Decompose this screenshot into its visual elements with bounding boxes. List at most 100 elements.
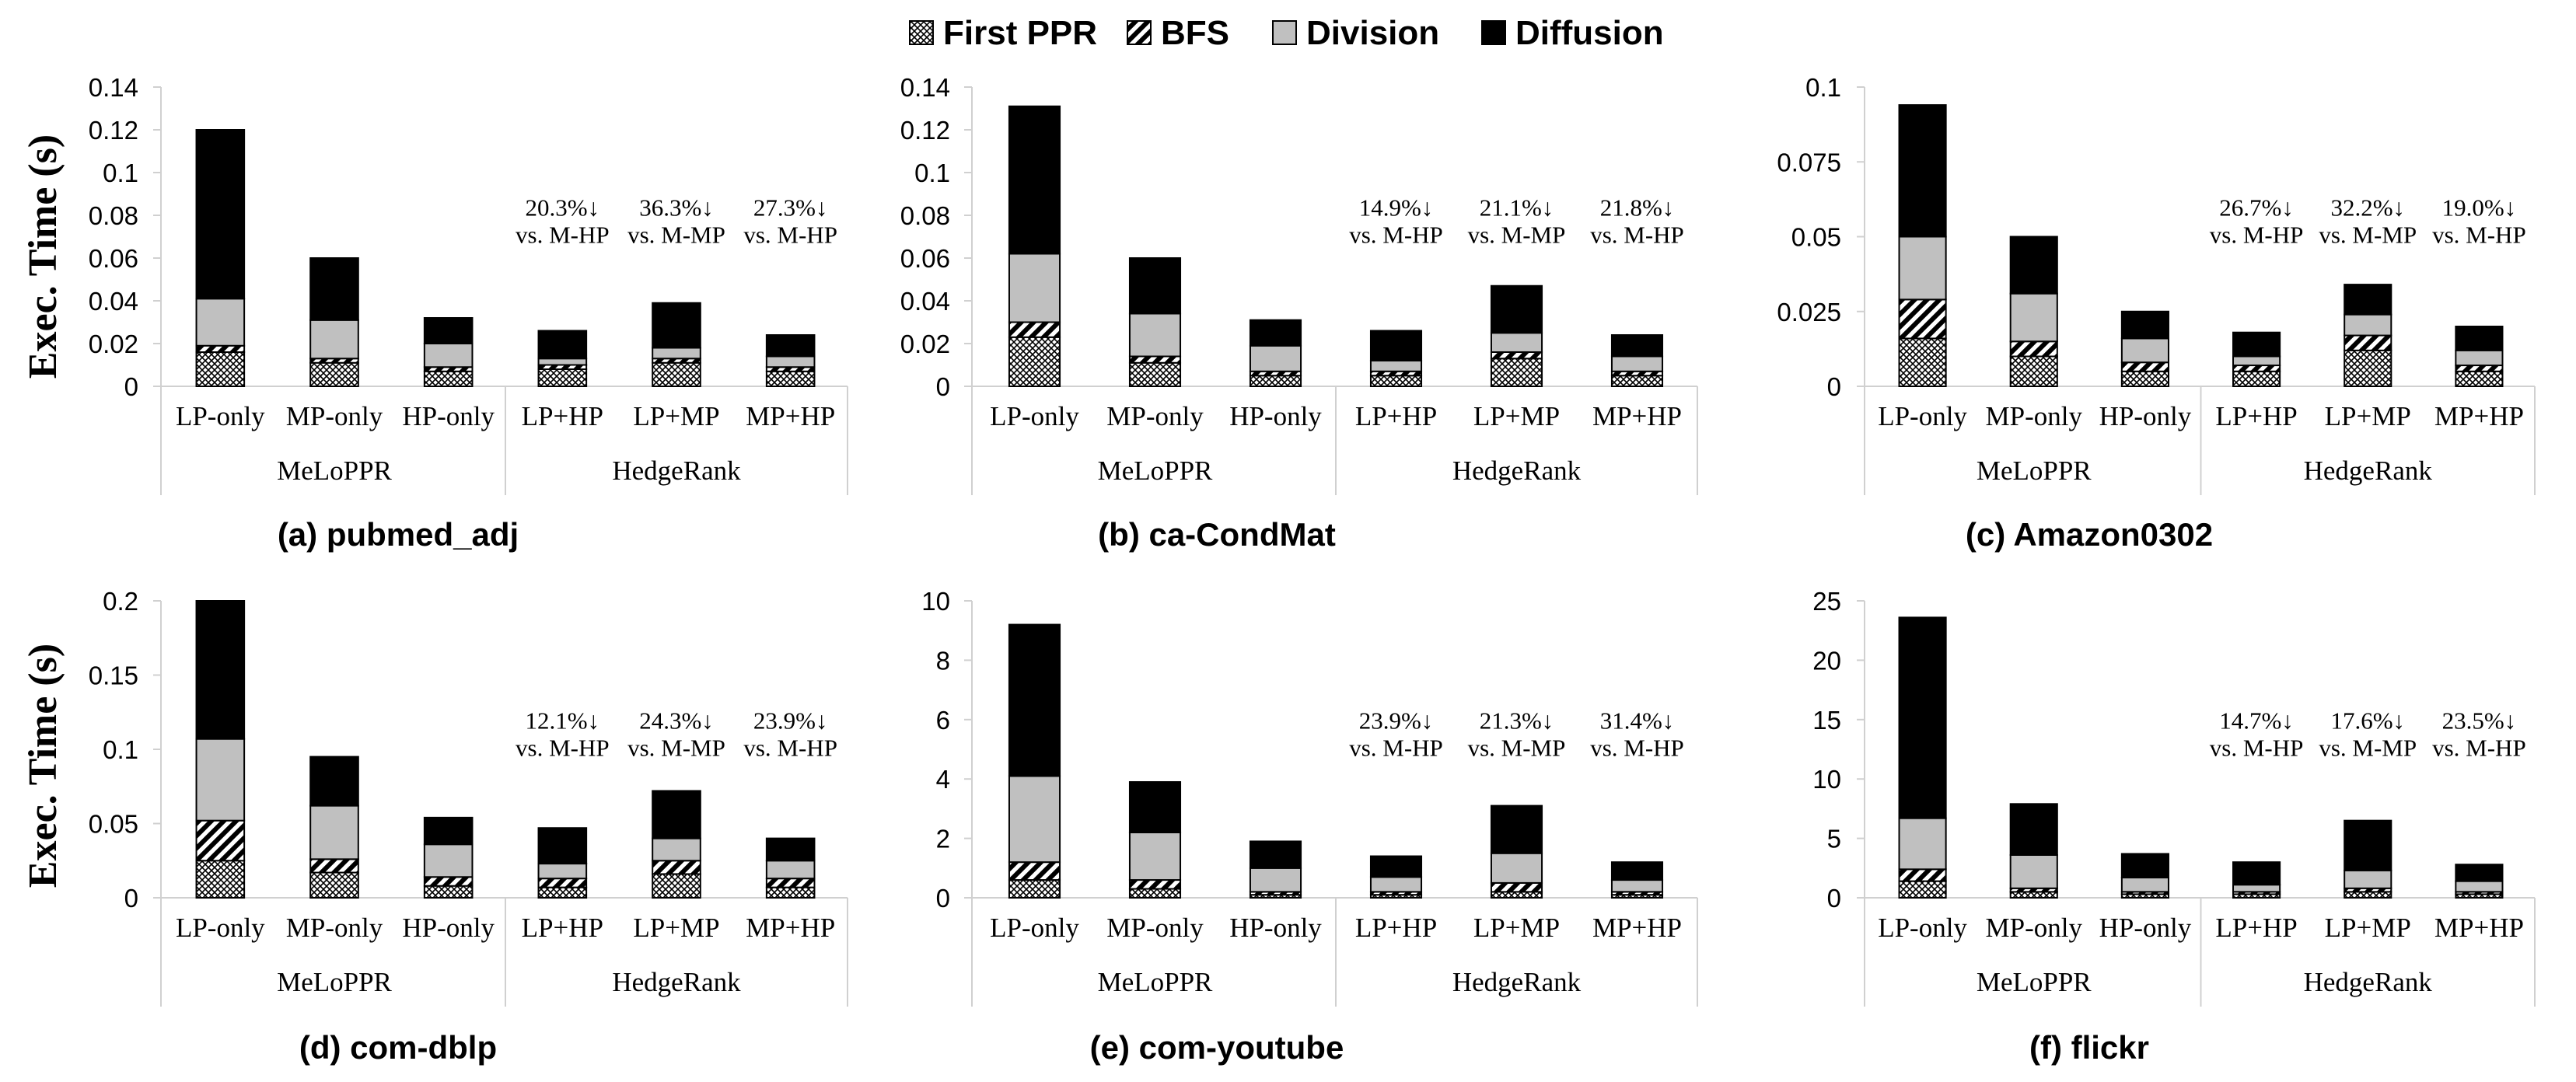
panel-f-category-label-lp-only: LP-only [1878,913,1967,943]
panel-b-bar-mp-hp-first-ppr [1610,375,1664,387]
panel-a-bar-hp-only-division [423,343,474,368]
panel-a-category-label-hp-only: HP-only [402,401,495,431]
panel-a-bar-hp-only-diffusion [423,317,474,344]
panel-a-ytick-label: 0.1 [103,159,138,187]
panel-e-bar-mp-hp-division [1610,879,1664,893]
panel-b-bar-lp-only-division [1008,253,1061,323]
panel-d-ytick-label: 0.2 [103,587,138,616]
panel-f-caption: (f) flickr [2029,1029,2149,1066]
panel-f-group-label-meloppr: MeLoPPR [1977,967,2092,997]
panel-d-annotation-pct-mp-hp: 23.9%↓ [753,707,828,734]
panel-a-group-label-hedgerank: HedgeRank [612,455,741,486]
panel-e-annotation-pct-lp-hp: 23.9%↓ [1359,707,1434,734]
panel-d-bar-lp-mp-first-ppr [652,873,701,899]
panel-a-category-label-lp-only: LP-only [176,401,265,431]
panel-b-bar-hp-only-division [1249,344,1302,372]
panel-c-bar-mp-hp-division [2455,349,2504,367]
panel-f-ytick-label: 10 [1812,765,1841,794]
panel-d-caption: (d) com-dblp [299,1029,497,1066]
panel-c-category-label-mp-only: MP-only [1986,401,2083,431]
panel-e-bar-lp-mp-division [1490,852,1543,884]
panel-e-ytick-label: 6 [936,706,950,735]
panel-d-annotation-pct-lp-hp: 12.1%↓ [526,707,600,734]
panel-c-category-label-lp-only: LP-only [1878,401,1967,431]
panel-e-annotation-ref-lp-hp: vs. M-HP [1349,734,1443,761]
panel-f-bar-mp-hp-diffusion [2455,864,2504,882]
panel-e-group-label-meloppr: MeLoPPR [1098,967,1213,997]
panel-d-category-label-lp-only: LP-only [176,913,265,943]
panel-c-category-label-mp-hp: MP+HP [2434,401,2524,431]
panel-c-group-label-hedgerank: HedgeRank [2304,455,2433,486]
panel-b-bar-lp-hp-diffusion [1369,330,1423,361]
panel-f-bar-lp-hp-division [2232,884,2281,893]
panel-d-category-label-hp-only: HP-only [402,913,495,943]
panel-a-group-label-meloppr: MeLoPPR [277,455,392,486]
panel-b-annotation-pct-lp-mp: 21.1%↓ [1480,194,1554,222]
panel-a-ytick-label: 0.08 [89,201,138,230]
panel-e-category-label-mp-hp: MP+HP [1592,913,1682,943]
panel-b-annotation-ref-mp-hp: vs. M-HP [1590,222,1684,249]
panel-d: 0 0.05 0.1 0.15 0.2 LP-only MP-only HP-only LP+H… [89,587,848,1066]
panel-b-category-label-lp-hp: LP+HP [1355,401,1437,431]
panel-a-bar-lp-only-division [195,298,246,347]
panel-b-bar-lp-hp-division [1369,360,1423,372]
panel-b-category-label-hp-only: HP-only [1229,401,1322,431]
panel-e-annotation-pct-mp-hp: 31.4%↓ [1600,707,1675,734]
panel-a-annotation-ref-lp-mp: vs. M-MP [627,222,725,249]
panel-f-annotation-ref-lp-hp: vs. M-HP [2210,734,2304,761]
panel-f-annotation-ref-lp-mp: vs. M-MP [2319,734,2417,761]
panel-c-category-label-lp-hp: LP+HP [2215,401,2297,431]
panel-b-bar-lp-mp-first-ppr [1490,358,1543,387]
panel-e-bar-lp-only-division [1008,775,1061,864]
panel-b-group-label-meloppr: MeLoPPR [1098,455,1213,486]
panel-c-annotation-pct-lp-mp: 32.2%↓ [2330,194,2405,222]
panel-b-ytick-label: 0 [936,372,950,401]
panel-b-bar-lp-hp-first-ppr [1369,375,1423,387]
panel-b-bar-mp-only-bfs [1128,355,1182,364]
panel-d-bar-hp-only-division [423,843,474,878]
panel-d-annotation-pct-lp-mp: 24.3%↓ [639,707,714,734]
panel-b-ytick-label: 0.04 [900,287,950,316]
panel-e-bar-lp-hp-diffusion [1369,855,1423,878]
panel-e-ytick-label: 8 [936,646,950,675]
panel-b: 0 0.02 0.04 0.06 0.08 0.1 0.12 0.14 LP-only MP-on… [900,73,1698,553]
panel-d-category-label-mp-only: MP-only [286,913,383,943]
panel-f-annotation-pct-lp-hp: 14.7%↓ [2219,707,2294,734]
panel-c-bar-lp-hp-first-ppr [2232,370,2281,387]
panel-c-bar-lp-hp-diffusion [2232,331,2281,358]
panel-b-bar-hp-only-first-ppr [1249,375,1302,387]
legend-item-diffusion: Diffusion [1481,14,1664,52]
panel-e-bar-mp-only-bfs [1128,879,1182,890]
panel-e-bar-lp-only-diffusion [1008,623,1061,777]
panel-c-annotation-pct-mp-hp: 19.0%↓ [2442,194,2517,222]
panel-b-ytick-label: 0.1 [914,159,950,187]
panel-a-bar-mp-only-diffusion [309,257,359,321]
panel-e-bar-lp-only-bfs [1008,861,1061,881]
panel-d-group-label-hedgerank: HedgeRank [612,967,741,997]
panel-f-bar-mp-only-first-ppr [2009,891,2058,899]
panel-c-ytick-label: 0 [1827,372,1841,401]
panel-c-bar-lp-mp-bfs [2344,334,2392,351]
panel-a-bar-lp-mp-diffusion [652,302,701,349]
panel-d-bar-lp-hp-division [537,863,588,880]
panel-f-bar-lp-mp-diffusion [2344,819,2392,871]
panel-c-bar-mp-hp-diffusion [2455,326,2504,351]
panel-e-category-label-hp-only: HP-only [1229,913,1322,943]
panel-a-bar-lp-hp-division [537,358,588,366]
panel-f-category-label-lp-hp: LP+HP [2215,913,2297,943]
panel-f: 0 5 10 15 20 25 LP-only MP-only HP-only LP+HP LP+M… [1812,587,2536,1066]
panel-b-bar-lp-mp-bfs [1490,351,1543,360]
panel-d-bar-mp-only-bfs [309,858,359,874]
panel-c-bar-lp-mp-diffusion [2344,284,2392,316]
panel-c-ytick-label: 0.025 [1777,298,1841,326]
panel-c-ytick-label: 0.1 [1805,73,1841,102]
panel-d-category-label-lp-hp: LP+HP [522,913,603,943]
panel-a-bar-mp-only-first-ppr [309,361,359,387]
panel-d-annotation-ref-lp-hp: vs. M-HP [516,734,610,761]
panel-c-bar-hp-only-bfs [2120,361,2169,372]
panel-c-caption: (c) Amazon0302 [1966,516,2213,553]
panel-a-bar-lp-mp-first-ppr [652,361,701,387]
panel-d-category-label-mp-hp: MP+HP [746,913,835,943]
panel-c-bar-lp-hp-division [2232,355,2281,367]
panel-d-bar-hp-only-first-ppr [423,885,474,899]
